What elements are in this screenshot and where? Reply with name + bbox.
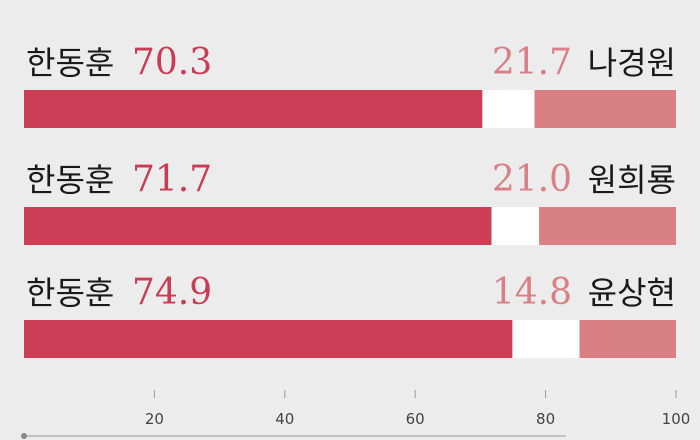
left-candidate-name: 한동훈 [26,274,114,312]
bar-left [24,320,513,358]
right-candidate-name: 윤상현 [588,274,676,312]
left-candidate-name: 한동훈 [26,161,114,199]
left-candidate-value: 74.9 [132,272,212,313]
bar-right [579,320,676,358]
right-candidate-name: 원희룡 [588,161,676,199]
left-candidate-name: 한동훈 [26,44,114,82]
x-tick-label: 20 [145,410,164,428]
left-candidate-value: 71.7 [132,159,212,200]
bar-right [539,207,676,245]
right-candidate-name: 나경원 [588,44,676,82]
x-tick-label: 100 [662,410,691,428]
x-tick-label: 40 [275,410,294,428]
right-candidate-value: 21.7 [492,42,572,83]
right-candidate-value: 14.8 [492,272,572,313]
right-candidate-value: 21.0 [492,159,572,200]
bar-right [534,90,676,128]
bar-left [24,90,483,128]
x-tick-label: 80 [536,410,555,428]
left-candidate-value: 70.3 [132,42,212,83]
bar-left [24,207,492,245]
x-tick-label: 60 [406,410,425,428]
axis-origin-dot [21,433,27,439]
